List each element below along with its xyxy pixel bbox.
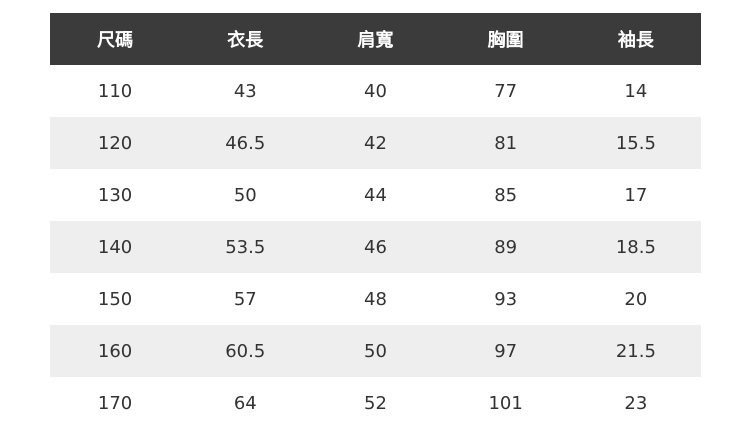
table-cell: 60.5 (180, 325, 311, 377)
table-row: 150 57 48 93 20 (50, 273, 701, 325)
table-cell: 64 (233, 392, 257, 414)
table-cell: 130 (97, 184, 133, 206)
table-cell: 160 (50, 325, 181, 377)
table-cell: 57 (233, 288, 257, 310)
table-row: 160 60.5 50 97 21.5 (50, 325, 701, 377)
table-cell: 140 (50, 221, 181, 273)
table-header-row: 尺碼 衣長 肩寬 胸圍 袖長 (50, 13, 701, 65)
table-cell: 14 (624, 80, 648, 102)
table-cell: 93 (494, 288, 518, 310)
table-row: 110 43 40 77 14 (50, 65, 701, 117)
table-cell: 40 (364, 80, 387, 102)
table-cell: 101 (488, 392, 523, 414)
table-cell: 15.5 (570, 117, 701, 169)
table-cell: 97 (440, 325, 571, 377)
table-cell: 85 (494, 184, 518, 206)
header-length: 衣長 (180, 13, 311, 65)
table-cell: 23 (624, 392, 648, 414)
table-cell: 44 (364, 184, 387, 206)
table-cell: 89 (440, 221, 571, 273)
header-shoulder: 肩寬 (310, 13, 441, 65)
table-cell: 50 (310, 325, 441, 377)
table-cell: 20 (624, 288, 648, 310)
header-size: 尺碼 (50, 13, 181, 65)
table-cell: 53.5 (180, 221, 311, 273)
header-sleeve: 袖長 (570, 13, 701, 65)
table-cell: 42 (310, 117, 441, 169)
table-cell: 46.5 (180, 117, 311, 169)
table-cell: 17 (624, 184, 648, 206)
table-row: 120 46.5 42 81 15.5 (50, 117, 701, 169)
table-cell: 46 (310, 221, 441, 273)
table-cell: 77 (494, 80, 518, 102)
table-cell: 52 (364, 392, 387, 414)
table-row: 170 64 52 101 23 (50, 377, 701, 429)
header-chest: 胸圍 (440, 13, 571, 65)
table-row: 130 50 44 85 17 (50, 169, 701, 221)
table-row: 140 53.5 46 89 18.5 (50, 221, 701, 273)
table-cell: 50 (233, 184, 257, 206)
table-cell: 21.5 (570, 325, 701, 377)
table-cell: 48 (364, 288, 387, 310)
table-cell: 150 (97, 288, 133, 310)
table-cell: 43 (233, 80, 257, 102)
table-cell: 170 (97, 392, 133, 414)
table-cell: 110 (97, 80, 133, 102)
size-chart-table: 尺碼 衣長 肩寬 胸圍 袖長 110 43 40 77 14 120 46.5 42 81 15.… (50, 13, 701, 429)
table-cell: 81 (440, 117, 571, 169)
table-cell: 18.5 (570, 221, 701, 273)
table-cell: 120 (50, 117, 181, 169)
